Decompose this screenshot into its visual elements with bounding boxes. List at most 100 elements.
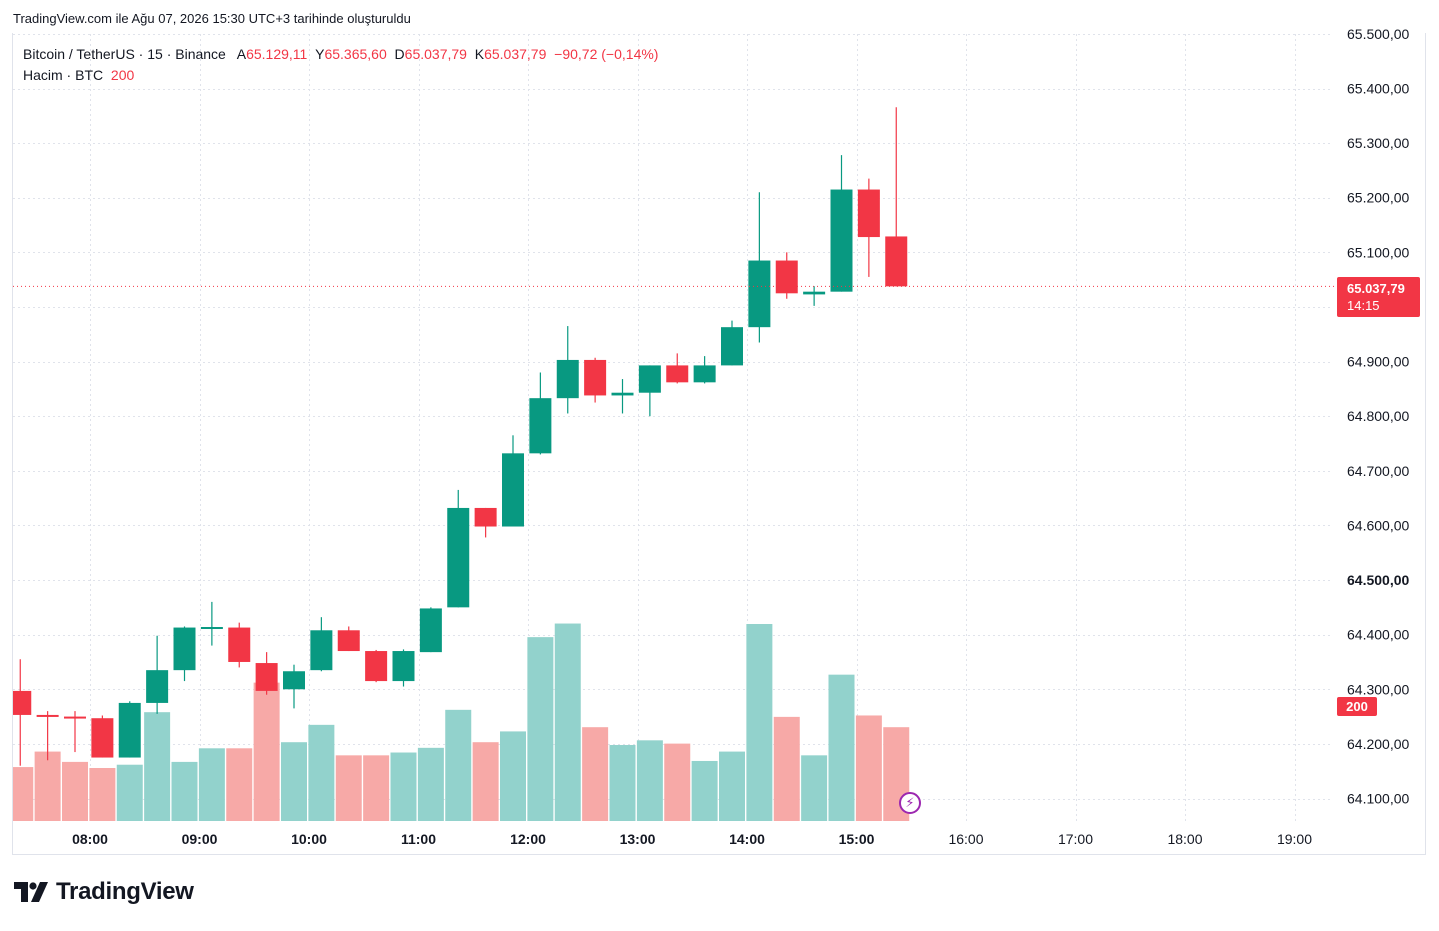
- candle-body: [775, 260, 798, 294]
- candle-body: [392, 651, 415, 682]
- bar-countdown: 14:15: [1347, 298, 1380, 313]
- volume-bar: [13, 767, 34, 821]
- volume-bar: [62, 761, 88, 821]
- price-tick-label: 64.800,00: [1347, 408, 1409, 424]
- candle-body: [118, 702, 141, 758]
- price-tick-label: 65.500,00: [1347, 26, 1409, 42]
- volume-row: Hacim · BTC 200: [23, 66, 658, 87]
- candle-body: [146, 670, 169, 703]
- volume-bar: [773, 716, 800, 821]
- time-tick-label: 15:00: [839, 831, 875, 847]
- symbol-label[interactable]: Bitcoin / TetherUS · 15 · Binance: [23, 46, 226, 62]
- logo-text: TradingView: [56, 878, 194, 905]
- open-value: 65.129,11: [246, 46, 308, 62]
- volume-bars: [13, 623, 910, 821]
- candle-body: [365, 651, 388, 682]
- candle-body: [693, 365, 716, 383]
- time-tick-label: 12:00: [510, 831, 546, 847]
- candle-body: [803, 291, 826, 295]
- price-tick-label: 65.100,00: [1347, 244, 1409, 260]
- volume-bar: [445, 709, 472, 821]
- chart-legend: Bitcoin / TetherUS · 15 · Binance A65.12…: [23, 45, 658, 87]
- volume-bar: [527, 637, 554, 821]
- volume-bar: [636, 740, 663, 821]
- time-tick-label: 13:00: [620, 831, 656, 847]
- lightning-bolt-icon[interactable]: ⚡: [899, 792, 921, 814]
- close-value: 65.037,79: [484, 46, 547, 62]
- volume-bar: [855, 715, 882, 821]
- volume-bar: [253, 682, 280, 821]
- volume-bar: [116, 764, 143, 821]
- tradingview-logo[interactable]: TradingView: [14, 878, 194, 906]
- candle-body: [36, 714, 59, 717]
- close-label: K: [474, 46, 485, 62]
- time-tick-label: 08:00: [72, 831, 108, 847]
- price-tick-label: 65.400,00: [1347, 81, 1409, 97]
- candle-body: [419, 608, 442, 653]
- time-axis: 08:00 09:00 10:00 11:00 12:00 13:00 14:00 15:00…: [72, 831, 1312, 847]
- candle-body: [64, 716, 86, 719]
- time-tick-label: 17:00: [1058, 831, 1093, 847]
- candle-body: [283, 671, 305, 690]
- volume-bar: [335, 755, 362, 821]
- price-tick-label: 64.700,00: [1347, 463, 1409, 479]
- candle-body: [228, 627, 251, 662]
- price-tick-label: 64.100,00: [1347, 791, 1409, 807]
- candlesticks: [13, 107, 908, 766]
- time-tick-label: 18:00: [1167, 831, 1202, 847]
- low-value: 65.037,79: [404, 46, 467, 62]
- time-tick-label: 19:00: [1277, 831, 1312, 847]
- volume-tag: 200: [1337, 697, 1377, 716]
- volume-bar: [746, 624, 773, 821]
- volume-bar: [828, 674, 855, 821]
- candle-body: [13, 690, 32, 715]
- volume-bar: [308, 724, 335, 821]
- candle-body: [310, 630, 333, 671]
- volume-bar: [34, 751, 61, 821]
- volume-bar: [472, 742, 499, 821]
- candle-body: [529, 398, 552, 454]
- volume-bar: [801, 755, 828, 821]
- grid-lines: [13, 34, 1330, 821]
- candle-body: [556, 359, 579, 399]
- volume-bar: [664, 743, 691, 821]
- candle-body: [748, 260, 771, 328]
- price-tick-label: 64.400,00: [1347, 627, 1409, 643]
- candle-body: [474, 507, 497, 527]
- volume-bar: [390, 752, 417, 821]
- candle-body: [502, 453, 524, 527]
- last-price-value: 65.037,79: [1347, 281, 1405, 296]
- candle-body: [337, 630, 360, 652]
- volume-value: 200: [110, 67, 135, 83]
- volume-bar: [691, 760, 718, 821]
- volume-bar: [281, 742, 307, 821]
- volume-bar: [609, 745, 636, 821]
- time-tick-label: 14:00: [729, 831, 765, 847]
- chart-frame: [12, 33, 1426, 855]
- candle-body: [447, 507, 470, 608]
- volume-bar: [500, 731, 526, 821]
- open-label: A: [236, 46, 247, 62]
- candle-body: [666, 365, 689, 383]
- candle-body: [255, 663, 278, 691]
- volume-bar: [554, 623, 581, 821]
- volume-label[interactable]: Hacim · BTC: [23, 67, 104, 83]
- volume-bar: [171, 761, 198, 821]
- time-tick-label: 09:00: [182, 831, 218, 847]
- volume-bar: [89, 767, 116, 821]
- volume-bar: [198, 748, 225, 821]
- volume-bar: [417, 747, 444, 821]
- volume-bar: [719, 751, 745, 821]
- volume-bar: [582, 727, 609, 821]
- candle-body: [857, 189, 880, 238]
- candle-body: [611, 392, 634, 396]
- volume-bar: [144, 712, 171, 821]
- price-tick-label: 64.300,00: [1347, 681, 1409, 697]
- snapshot-title: TradingView.com ile Ağu 07, 2026 15:30 U…: [13, 11, 411, 26]
- candle-body: [200, 627, 223, 630]
- price-tick-label: 64.600,00: [1347, 517, 1409, 533]
- low-label: D: [394, 46, 405, 62]
- candle-body: [638, 365, 661, 393]
- price-tick-label: 64.500,00: [1347, 572, 1409, 588]
